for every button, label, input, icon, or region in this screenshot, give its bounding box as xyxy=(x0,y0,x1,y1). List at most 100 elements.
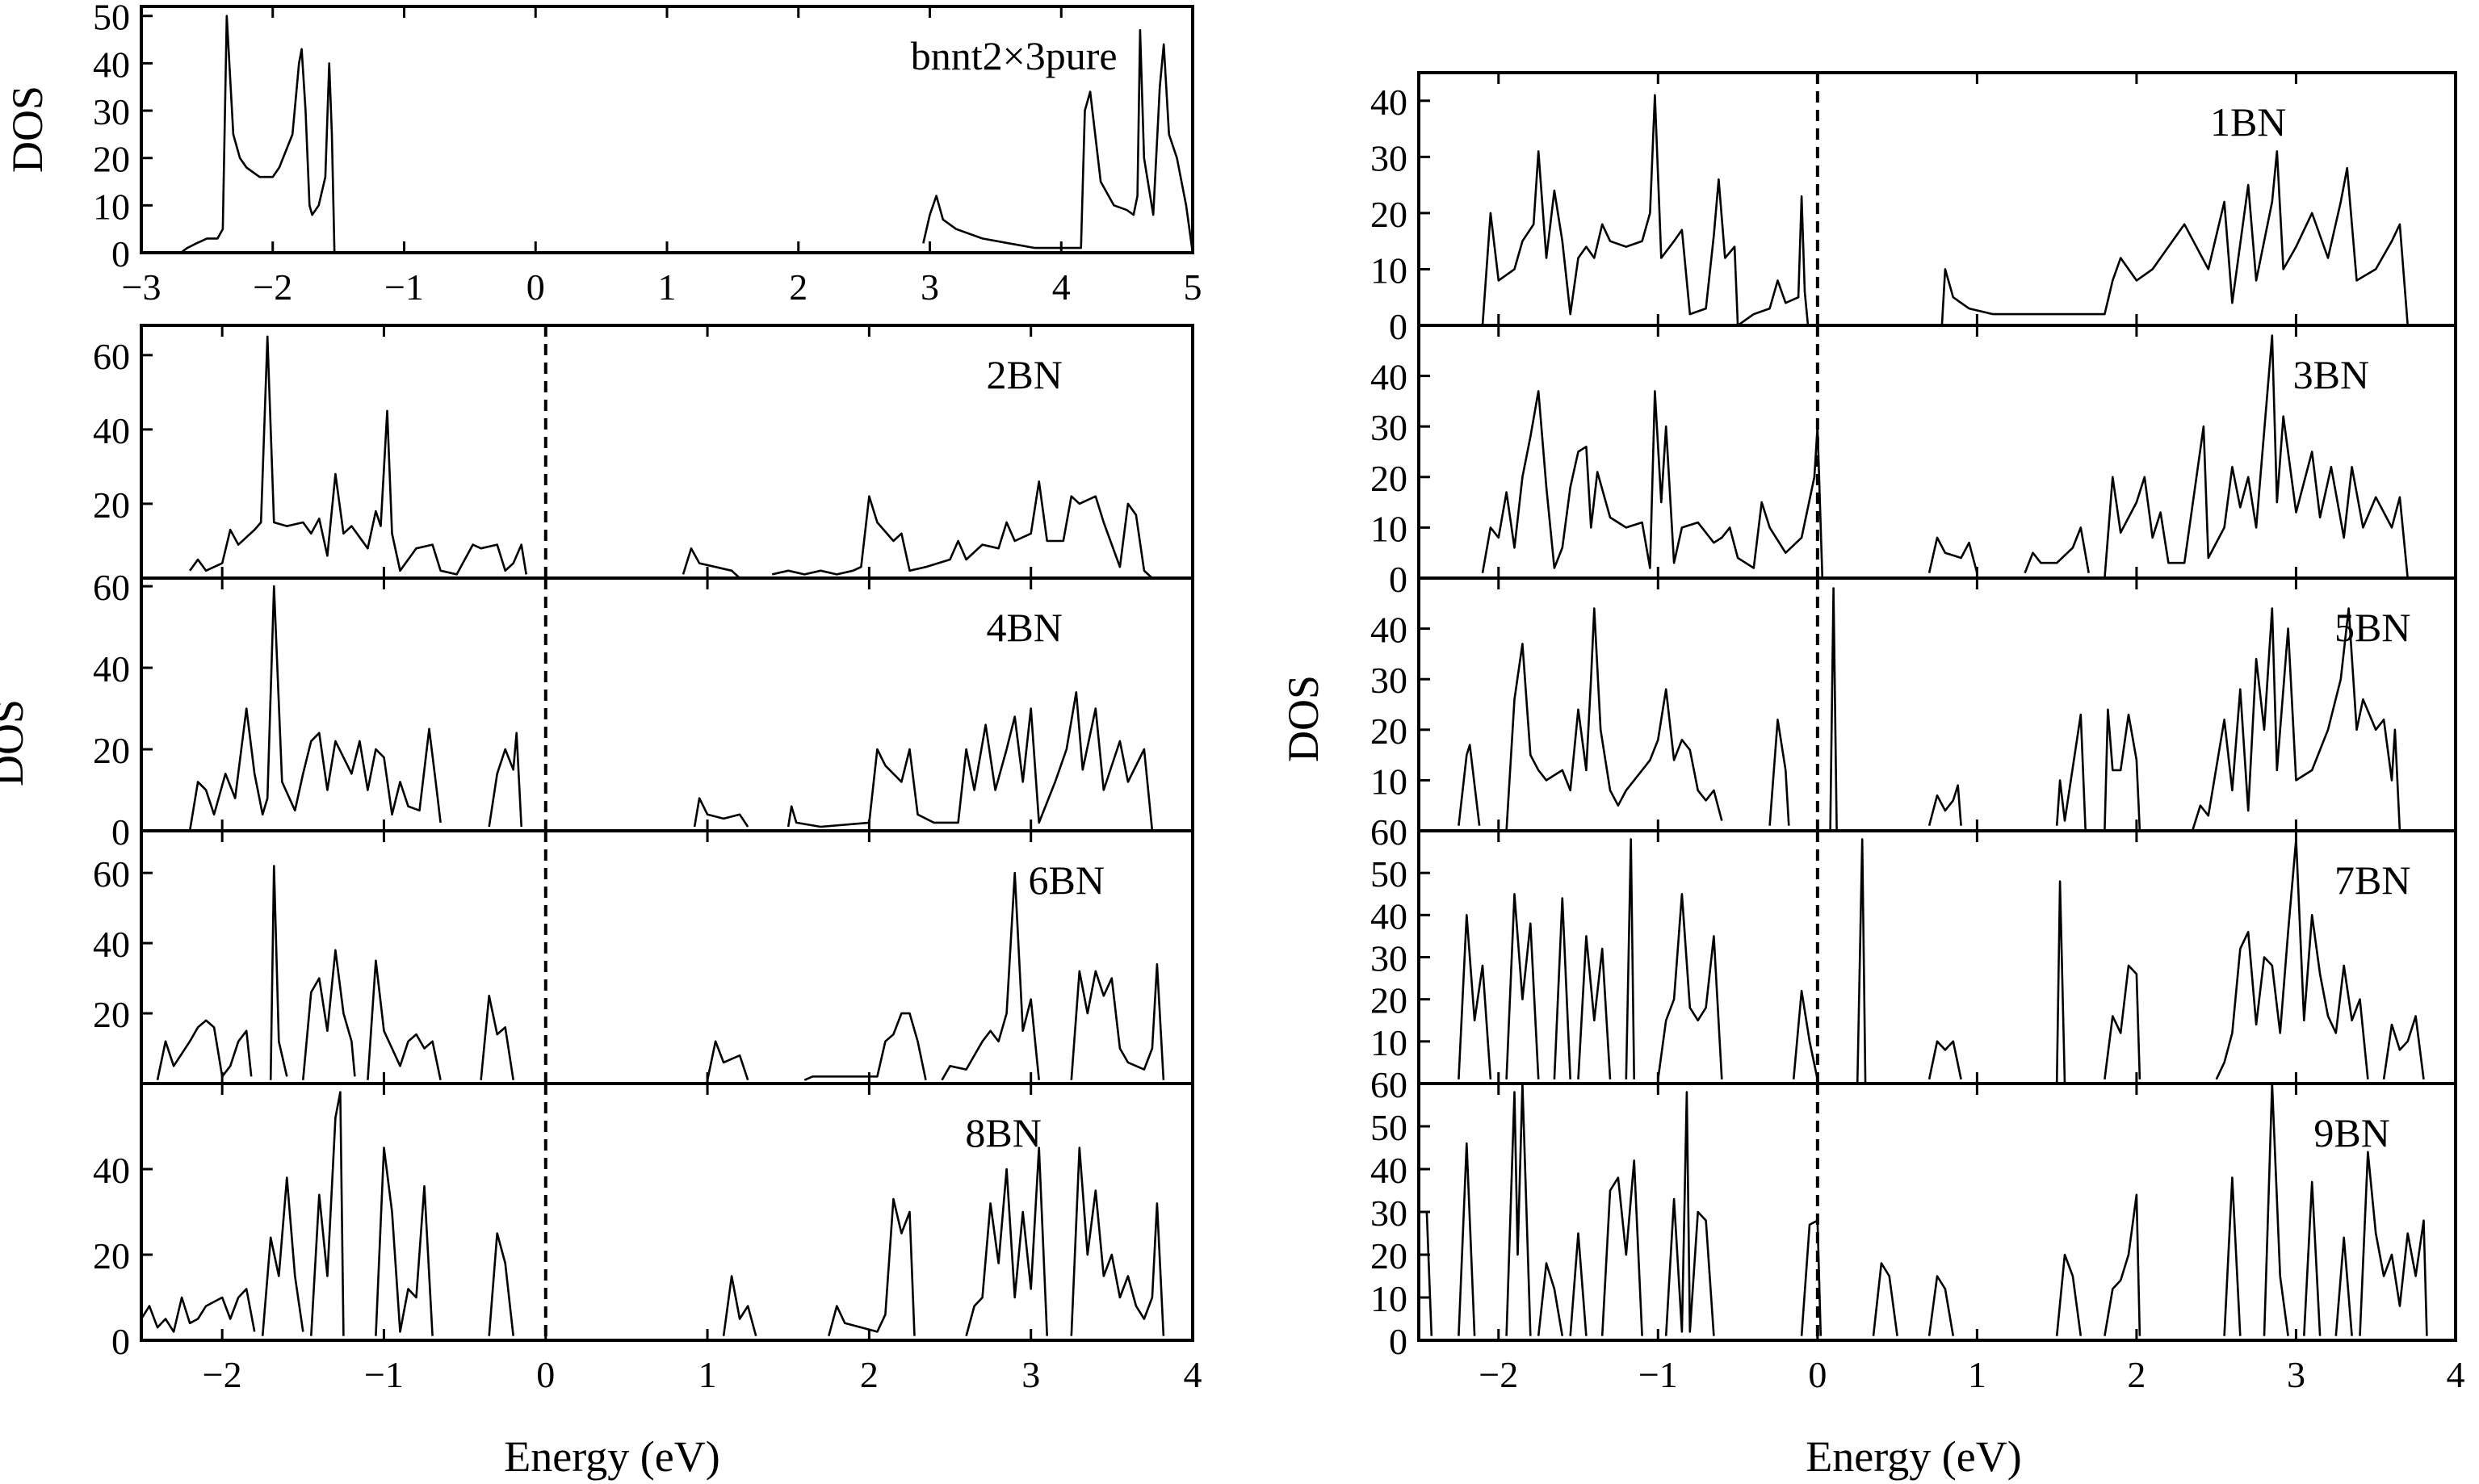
y-tick-label: 30 xyxy=(1370,407,1407,448)
panel-label: 3BN xyxy=(2293,352,2369,397)
dos-series-segment xyxy=(2215,838,2369,1080)
dos-series-segment xyxy=(1070,1147,1165,1336)
right-ylabel: DOS xyxy=(1279,675,1328,762)
panel-2bn: 20 40 60 2BN xyxy=(93,324,1194,580)
x-tick-label: 3 xyxy=(1021,1354,1040,1395)
dos-series-segment xyxy=(2104,1193,2141,1336)
dos-series-segment xyxy=(771,480,1153,579)
y-tick-label: 20 xyxy=(93,484,130,526)
dos-series-segment xyxy=(1792,989,1819,1080)
dos-series-segment xyxy=(1419,1210,1433,1336)
y-tick-label: 0 xyxy=(111,233,130,275)
dos-series-segment xyxy=(480,995,514,1080)
y-tick-label: 30 xyxy=(93,91,130,132)
x-tick-label: −2 xyxy=(253,266,292,308)
dos-series-segment xyxy=(2263,1082,2289,1336)
dos-series-segment xyxy=(2104,708,2141,832)
right-xlabel: Energy (eV) xyxy=(1806,1432,2021,1481)
dos-series-segment xyxy=(488,1232,514,1336)
dos-series-segment xyxy=(2055,880,2066,1084)
y-tick-label: 50 xyxy=(1370,1107,1407,1148)
dos-series-segment xyxy=(1600,1159,1643,1336)
y-tick-label: 20 xyxy=(93,1235,130,1276)
panel-label: 8BN xyxy=(965,1110,1041,1155)
panel-frame xyxy=(1417,576,2457,832)
dos-series-segment xyxy=(488,732,522,828)
panel-frame xyxy=(140,1082,1194,1342)
dos-series-segment xyxy=(941,871,1040,1081)
x-tick-label: 2 xyxy=(2127,1354,2146,1395)
y-tick-label: 40 xyxy=(1370,895,1407,937)
x-tick-label: 0 xyxy=(526,266,545,308)
x-tick-label: 0 xyxy=(536,1354,555,1395)
dos-series-segment xyxy=(1657,893,1723,1079)
dos-series-segment xyxy=(803,1012,927,1081)
y-tick-label: 40 xyxy=(1370,357,1407,398)
x-tick-label: −1 xyxy=(1638,1354,1678,1395)
x-tick-label: 2 xyxy=(789,266,807,308)
dos-series-segment xyxy=(1569,1232,1588,1336)
dos-series-segment xyxy=(2104,964,2141,1079)
panel-1bn: 0 10 20 30 40 1BN xyxy=(1370,71,2457,347)
dos-series-segment xyxy=(310,1091,345,1336)
panel-label: 6BN xyxy=(1029,857,1105,903)
y-tick-label: 10 xyxy=(1370,508,1407,549)
dos-series-segment xyxy=(682,547,740,579)
x-tick-label: 3 xyxy=(2287,1354,2305,1395)
panel-pure: 0 10 20 30 40 50 −3 −2 −1 0 1 2 3 4 5 bnnt2×3pure xyxy=(93,0,1202,308)
y-tick-label: 40 xyxy=(93,1150,130,1191)
x-tick-label: 4 xyxy=(1052,266,1071,308)
y-tick-label: 20 xyxy=(1370,458,1407,499)
y-tick-label: 20 xyxy=(93,994,130,1035)
dos-series-segment xyxy=(189,335,527,576)
dos-series-segment xyxy=(1927,536,1978,574)
x-tick-label: 4 xyxy=(1184,1354,1202,1395)
y-tick-label: 40 xyxy=(1370,1150,1407,1191)
dos-series-segment xyxy=(1800,1219,1823,1336)
dos-series-segment xyxy=(1625,838,1635,1079)
y-tick-label: 40 xyxy=(93,44,130,85)
x-tick-label: 1 xyxy=(1968,1354,1986,1395)
panel-label: bnnt2×3pure xyxy=(911,33,1118,78)
dos-series-segment xyxy=(180,15,336,254)
dos-series-segment xyxy=(706,1040,749,1081)
y-tick-label: 50 xyxy=(93,0,130,38)
x-tick-label: 1 xyxy=(658,266,677,308)
y-tick-label: 60 xyxy=(1370,1064,1407,1105)
y-tick-label: 10 xyxy=(1370,1278,1407,1319)
dos-series-segment xyxy=(1458,914,1492,1079)
dos-series-segment xyxy=(1505,1082,1532,1336)
y-tick-label: 20 xyxy=(93,139,130,180)
dos-series-segment xyxy=(1577,935,1612,1079)
dos-series-segment xyxy=(965,1147,1048,1337)
dos-series-segment xyxy=(2055,1253,2083,1336)
dos-series-segment xyxy=(2334,1236,2353,1336)
dos-series-segment xyxy=(1458,744,1481,826)
dos-series-segment xyxy=(1070,962,1165,1080)
y-tick-label: 0 xyxy=(1389,1321,1407,1362)
panel-4bn: 0 20 40 60 4BN xyxy=(93,567,1194,853)
panel-8bn: 0 20 40 −2 −1 0 1 2 3 4 8BN xyxy=(93,1082,1202,1395)
y-tick-label: 60 xyxy=(93,567,130,608)
x-tick-label: −3 xyxy=(122,266,161,308)
dos-series-segment xyxy=(2359,1151,2428,1336)
y-tick-label: 40 xyxy=(93,410,130,451)
panel-label: 2BN xyxy=(986,352,1062,397)
dos-series-segment xyxy=(2191,607,2401,832)
y-tick-label: 50 xyxy=(1370,853,1407,895)
dos-series-segment xyxy=(188,585,442,832)
y-tick-label: 0 xyxy=(1389,306,1407,347)
dos-series-segment xyxy=(1768,719,1790,826)
y-tick-label: 30 xyxy=(1370,660,1407,701)
dos-series-segment xyxy=(302,949,356,1080)
y-tick-label: 10 xyxy=(1370,761,1407,802)
dos-series-segment xyxy=(1505,607,1723,832)
y-tick-label: 40 xyxy=(93,924,130,965)
y-tick-label: 20 xyxy=(1370,194,1407,235)
panel-3bn: 0 10 20 30 40 3BN xyxy=(1370,324,2457,600)
dos-series-segment xyxy=(1664,1091,1715,1336)
dos-series-segment xyxy=(261,1176,304,1336)
x-tick-label: 5 xyxy=(1184,266,1202,308)
